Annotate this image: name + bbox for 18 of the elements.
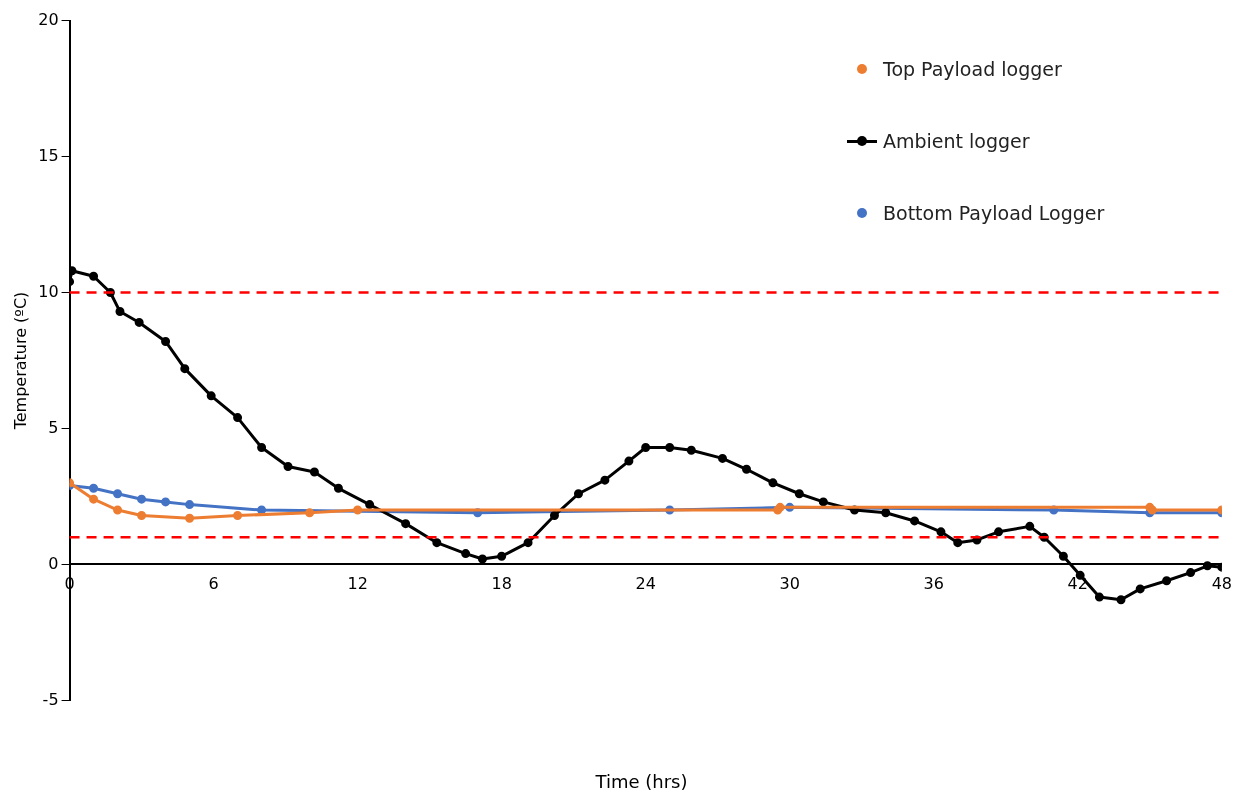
- x-tick-label: 6: [208, 574, 219, 594]
- legend-label: Ambient logger: [883, 130, 1030, 152]
- x-tick-label: 12: [347, 574, 368, 594]
- y-tick-label: 5: [48, 417, 59, 437]
- legend-label: Bottom Payload Logger: [883, 202, 1105, 224]
- legend-label: Top Payload logger: [883, 58, 1062, 80]
- y-tick-label: 0: [48, 553, 59, 573]
- y-tick-label: -5: [42, 689, 59, 709]
- x-tick-label: 36: [923, 574, 944, 594]
- y-tick-label: 20: [38, 9, 59, 29]
- x-tick-label: 30: [779, 574, 800, 594]
- x-axis-title: Time (hrs): [594, 771, 689, 792]
- x-tick-label: 48: [1211, 574, 1232, 594]
- y-tick-label: 15: [38, 145, 59, 165]
- y-tick-label: 10: [38, 281, 59, 301]
- y-axis-title: Temperature (ºC): [10, 291, 30, 431]
- x-tick-label: 18: [491, 574, 512, 594]
- x-tick-label: 24: [635, 574, 656, 594]
